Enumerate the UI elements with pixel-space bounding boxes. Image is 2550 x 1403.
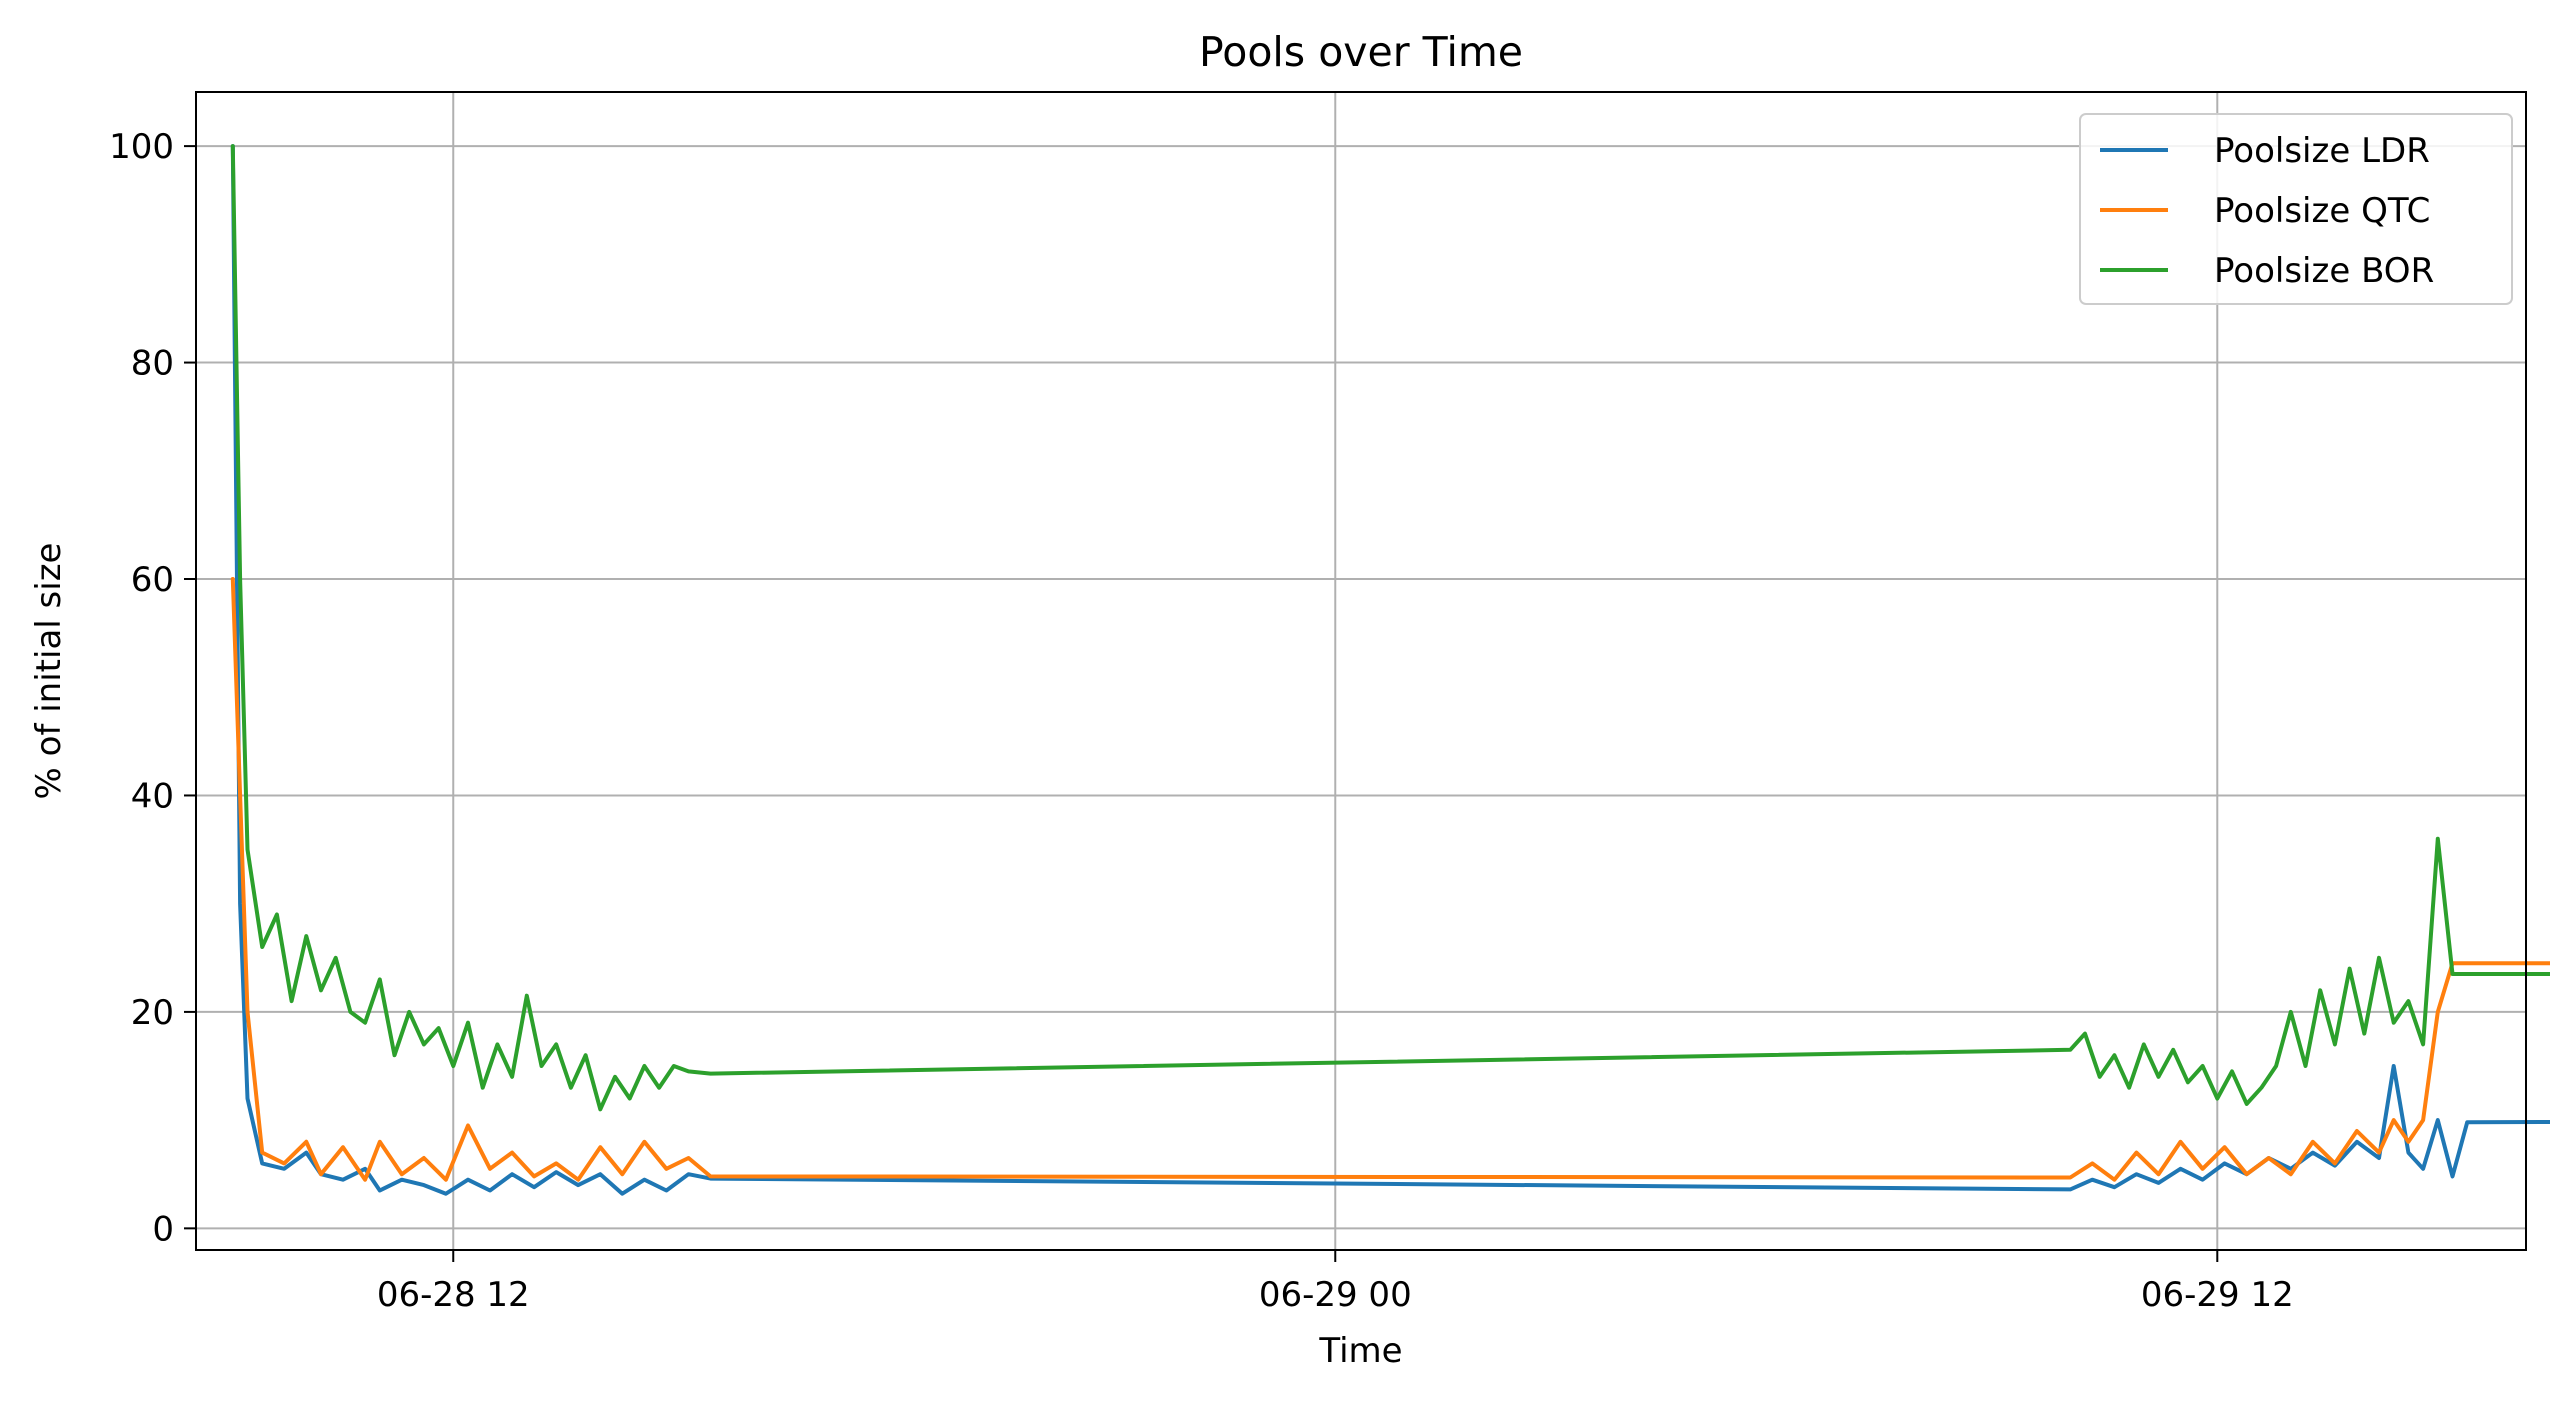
y-tick-label: 60 — [131, 560, 174, 600]
legend-label: Poolsize QTC — [2214, 191, 2430, 231]
y-tick-label: 100 — [109, 127, 174, 167]
legend: Poolsize LDR Poolsize QTC Poolsize BOR — [2079, 113, 2513, 305]
series-line-poolsize-qtc — [230, 577, 2550, 1182]
y-axis-title: % of initial size — [29, 543, 69, 800]
legend-label: Poolsize BOR — [2214, 251, 2434, 291]
x-tick-label: 06-29 12 — [2141, 1275, 2294, 1315]
x-tick-label: 06-29 00 — [1259, 1275, 1412, 1315]
chart-title: Pools over Time — [1199, 28, 1523, 76]
series-line-poolsize-ldr — [230, 144, 2550, 1196]
legend-label: Poolsize LDR — [2214, 131, 2430, 171]
y-tick-label: 20 — [131, 993, 174, 1033]
x-tick-label: 06-28 12 — [377, 1275, 530, 1315]
y-tick-label: 80 — [131, 344, 174, 384]
legend-box — [2079, 113, 2513, 305]
plot-frame — [195, 91, 2527, 1251]
y-tick-label: 40 — [131, 776, 174, 816]
y-tick-label: 0 — [152, 1209, 174, 1249]
series-line-poolsize-bor — [230, 144, 2550, 1112]
plot-lines — [230, 144, 2550, 1196]
x-axis-title: Time — [1318, 1331, 1402, 1371]
